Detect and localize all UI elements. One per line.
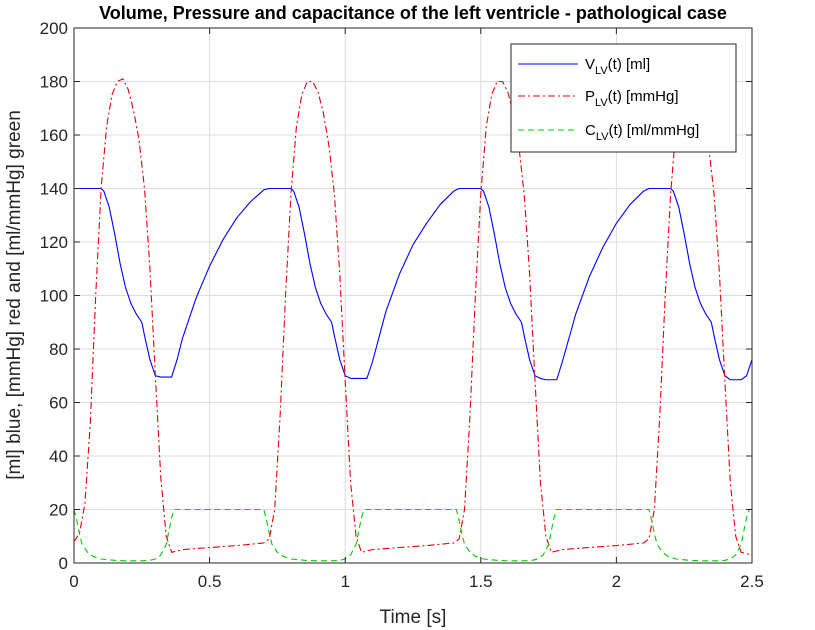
y-tick-label: 0 xyxy=(59,554,68,573)
y-tick-label: 60 xyxy=(49,394,68,413)
y-tick-label: 120 xyxy=(40,233,68,252)
legend-entry-pressure: PLV(t) [mmHg] xyxy=(518,88,678,109)
series-line-pressure xyxy=(73,78,753,556)
x-tick-label: 1 xyxy=(340,572,349,591)
series-line-capacitance xyxy=(73,508,752,562)
series-line-volume xyxy=(74,187,753,381)
y-tick-label: 80 xyxy=(49,340,68,359)
y-tick-label: 20 xyxy=(49,501,68,520)
legend-box xyxy=(510,43,737,153)
y-tick-label: 140 xyxy=(40,180,68,199)
x-tick-label: 0.5 xyxy=(198,572,222,591)
y-axis-label: [ml] blue, [mmHg] red and [ml/mmHg] gree… xyxy=(4,110,25,480)
axis-ticks: 0 0.5 1 1.5 2 2.5 0 20 40 60 80 100 120 140 160 180 200 xyxy=(40,19,764,591)
y-tick-label: 40 xyxy=(49,447,68,466)
legend-entry-capacitance: CLV(t) [ml/mmHg] xyxy=(518,122,699,143)
x-axis-label: Time [s] xyxy=(380,607,447,628)
legend-label-pressure: PLV(t) [mmHg] xyxy=(585,88,678,109)
y-tick-label: 100 xyxy=(40,287,68,306)
series-layer xyxy=(73,78,753,562)
y-tick-label: 180 xyxy=(40,73,68,92)
y-tick-label: 160 xyxy=(40,126,68,145)
x-tick-label: 1.5 xyxy=(469,572,493,591)
x-tick-label: 2 xyxy=(612,572,621,591)
chart-title: Volume, Pressure and capacitance of the … xyxy=(99,3,727,23)
x-tick-label: 2.5 xyxy=(740,572,764,591)
legend: VLV(t) [ml] PLV(t) [mmHg] CLV(t) [ml/mmH… xyxy=(510,43,737,153)
x-tick-label: 0 xyxy=(69,572,78,591)
legend-label-capacitance: CLV(t) [ml/mmHg] xyxy=(585,122,699,143)
y-tick-label: 200 xyxy=(40,19,68,38)
